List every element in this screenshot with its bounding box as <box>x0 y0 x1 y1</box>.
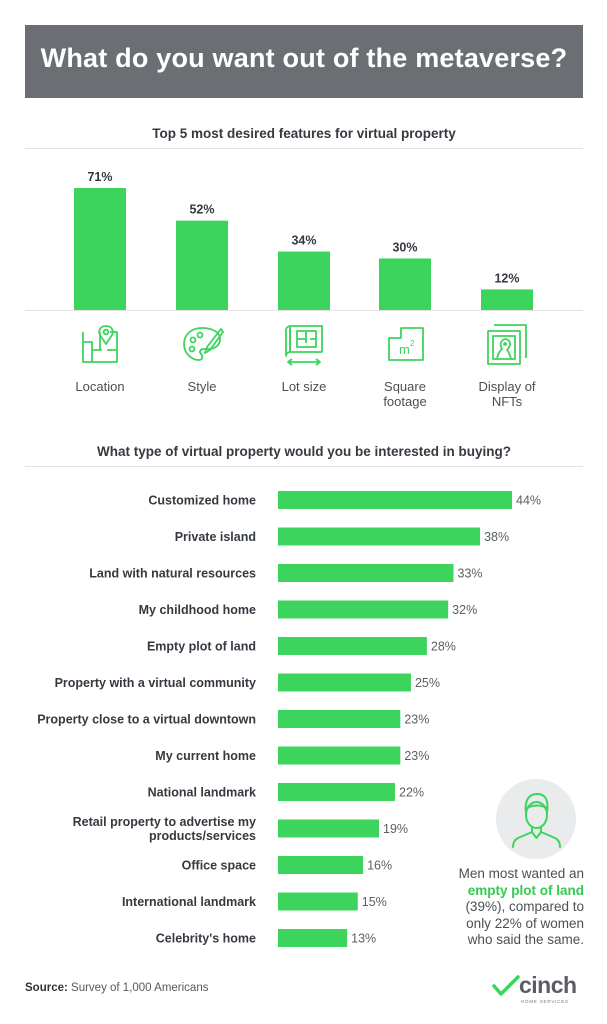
category-label-line: Location <box>75 379 125 394</box>
man-avatar-icon <box>496 779 576 859</box>
callout-line: only 22% of women <box>466 915 584 931</box>
category-label-line: Display of <box>478 379 536 394</box>
category-label-line: Lot size <box>281 379 327 394</box>
category-label-line: NFTs <box>491 394 523 409</box>
category-label: Lot size <box>249 379 359 394</box>
category-label-line: Style <box>187 379 217 394</box>
bar-my-childhood-home <box>278 600 449 619</box>
category-label: Empty plot of land <box>147 640 256 654</box>
page-title: What do you want out of the metaverse? <box>40 43 568 73</box>
bar-style <box>176 220 228 310</box>
bar-office-space <box>278 856 364 874</box>
category-label: Square footage <box>350 379 460 409</box>
source-note: Source: Survey of 1,000 Americans <box>25 982 208 994</box>
bar-property-close-to-a-virtual-downtown <box>278 710 401 728</box>
divider <box>25 466 583 467</box>
bar-private-island <box>278 527 481 546</box>
svg-text:2: 2 <box>410 339 415 348</box>
nft-frame-icon <box>485 322 529 366</box>
bar-property-with-a-virtual-community <box>278 673 411 692</box>
category-label: Property close to a virtual downtown <box>37 713 256 727</box>
bar-national-landmark <box>278 783 395 801</box>
bar-square-footage <box>379 258 431 310</box>
category-label: Land with natural resources <box>89 567 256 581</box>
data-label: 71% <box>87 170 112 184</box>
paint-palette-icon <box>180 322 224 366</box>
data-label: 33% <box>458 567 483 581</box>
category-label: My childhood home <box>139 603 256 617</box>
property-bar-chart: 44% Customized home 38% Private island 33% La… <box>37 491 541 947</box>
category-label-line: footage <box>383 394 427 409</box>
category-label: Retail property to advertise my <box>73 815 256 829</box>
map-pin-icon <box>78 322 122 366</box>
feature-chart-title: Top 5 most desired features for virtual … <box>152 126 456 141</box>
category-label: My current home <box>155 749 256 763</box>
bar-empty-plot-of-land <box>278 637 427 655</box>
svg-text:m: m <box>399 342 410 357</box>
data-label: 23% <box>404 749 429 763</box>
category-label: National landmark <box>148 786 256 800</box>
category-label-line: Square <box>384 379 426 394</box>
callout-line: Men most wanted an <box>458 866 584 881</box>
source-text: Survey of 1,000 Americans <box>71 982 209 994</box>
data-label: 13% <box>351 932 376 946</box>
data-label: 52% <box>189 203 214 217</box>
data-label: 38% <box>484 530 509 544</box>
callout-text: Men most wanted an empty plot of land (3… <box>426 866 584 949</box>
bar-location <box>74 188 126 310</box>
category-label: Customized home <box>148 494 256 508</box>
feature-bar-chart: 71% 52% 34% 30% 12% <box>25 170 583 311</box>
bar-international-landmark <box>278 892 358 911</box>
bar-retail-property-to-advertise-my-products-services <box>278 819 380 838</box>
data-label: 25% <box>415 676 440 690</box>
data-label: 32% <box>452 603 477 617</box>
callout-line: (39%), compared to <box>465 899 584 914</box>
bar-celebrity-s-home <box>278 929 348 947</box>
property-chart-title: What type of virtual property would you … <box>96 444 512 459</box>
data-label: 44% <box>516 494 541 508</box>
category-label: International landmark <box>122 895 256 909</box>
category-label: Office space <box>182 859 256 873</box>
bar-lot-size <box>278 251 330 310</box>
data-label: 30% <box>392 240 417 254</box>
data-label: 19% <box>383 822 408 836</box>
title-banner: What do you want out of the metaverse? <box>25 25 583 98</box>
bar-my-current-home <box>278 746 401 765</box>
callout-line: who said the same. <box>467 932 584 947</box>
bar-customized-home <box>278 491 512 509</box>
category-label: Location <box>45 379 155 394</box>
callout-highlight: empty plot of land <box>467 882 584 898</box>
logo-text: cinch <box>519 972 577 998</box>
category-label: Celebrity's home <box>156 932 256 946</box>
category-label: products/services <box>149 829 256 843</box>
cinch-logo-icon <box>492 975 520 996</box>
source-label: Source: <box>25 982 68 994</box>
logo-subtext: HOME SERVICES <box>521 999 569 1004</box>
category-label: Private island <box>175 530 256 544</box>
data-label: 28% <box>431 640 456 654</box>
bar-land-with-natural-resources <box>278 564 454 582</box>
divider <box>25 148 583 149</box>
data-label: 22% <box>399 786 424 800</box>
blueprint-icon <box>282 322 326 366</box>
data-label: 16% <box>367 859 392 873</box>
data-label: 12% <box>494 271 519 285</box>
data-label: 34% <box>291 234 316 248</box>
category-label: Display of NFTs <box>452 379 562 409</box>
bar-display-of-nfts <box>481 289 533 310</box>
data-label: 15% <box>362 895 387 909</box>
data-label: 23% <box>404 713 429 727</box>
category-label: Property with a virtual community <box>55 676 256 690</box>
category-label: Style <box>147 379 257 394</box>
